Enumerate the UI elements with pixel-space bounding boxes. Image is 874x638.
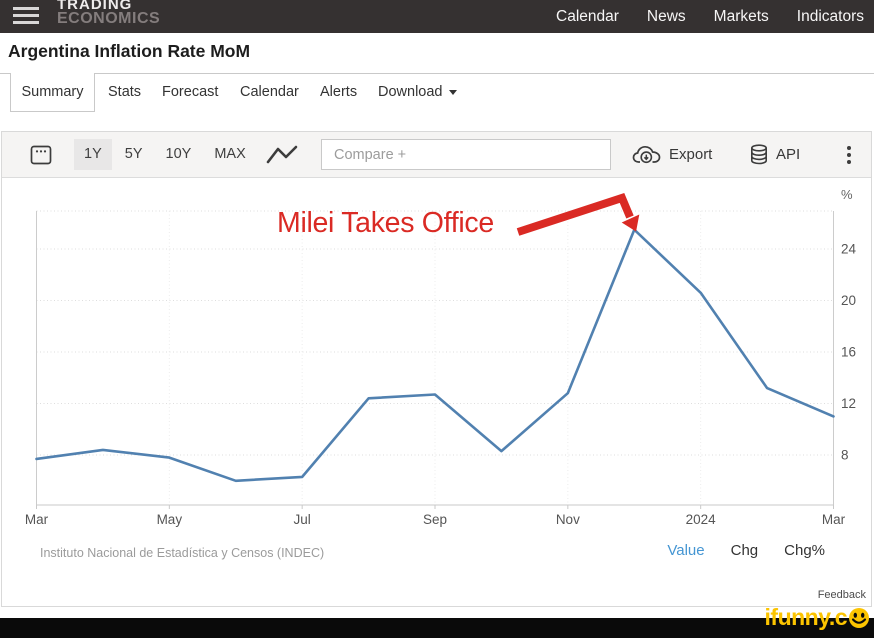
api-label: API	[776, 146, 801, 163]
range-5y-button[interactable]: 5Y	[124, 146, 143, 162]
compare-input[interactable]	[322, 140, 610, 169]
x-axis-label: Jul	[294, 512, 311, 527]
tab-calendar[interactable]: Calendar	[240, 84, 299, 100]
ifunny-logo-text: ifunny.c	[764, 604, 848, 630]
x-axis-label: Mar	[25, 512, 49, 527]
tab-divider	[0, 73, 874, 74]
annotation-text: Milei Takes Office	[277, 207, 494, 239]
range-1y-button[interactable]: 1Y	[74, 139, 112, 170]
x-axis-label: 2024	[686, 512, 717, 527]
compare-field-wrap	[321, 139, 611, 170]
x-axis-label: Sep	[423, 512, 447, 527]
top-nav-bar: TRADING ECONOMICS Calendar News Markets …	[0, 0, 874, 33]
source-attribution: Instituto Nacional de Estadística y Cens…	[40, 546, 325, 560]
calendar-icon	[30, 145, 52, 165]
chart-gridlines	[36, 210, 834, 505]
x-axis-label: May	[157, 512, 183, 527]
tab-alerts[interactable]: Alerts	[320, 84, 358, 100]
legend-chgpct-button[interactable]: Chg%	[784, 542, 825, 559]
trading-economics-logo[interactable]: TRADING ECONOMICS	[57, 0, 161, 27]
legend-chg-button[interactable]: Chg	[730, 542, 759, 559]
logo-line-2: ECONOMICS	[57, 10, 161, 27]
annotation-arrowhead	[621, 214, 640, 232]
y-axis-label: 20	[841, 293, 856, 308]
x-axis-label: Nov	[556, 512, 580, 527]
range-10y-button[interactable]: 10Y	[165, 146, 192, 162]
top-nav-links: Calendar News Markets Indicators	[556, 0, 864, 33]
chart-type-button[interactable]	[263, 142, 301, 168]
tab-stats[interactable]: Stats	[108, 84, 142, 100]
y-axis-label: 16	[841, 345, 856, 360]
x-axis-label: Mar	[822, 512, 846, 527]
value-chg-toggle: Value Chg Chg%	[667, 542, 825, 559]
api-button[interactable]: API	[750, 139, 800, 170]
logo-line-1: TRADING	[57, 0, 133, 13]
nav-item-markets[interactable]: Markets	[713, 7, 769, 25]
database-icon	[751, 144, 767, 165]
range-max-button[interactable]: MAX	[214, 146, 246, 162]
tab-forecast[interactable]: Forecast	[162, 84, 219, 100]
chart-toolbar: 1Y 5Y 10Y MAX Export	[2, 132, 871, 178]
y-axis-label: 8	[841, 448, 849, 463]
nav-item-indicators[interactable]: Indicators	[796, 7, 864, 25]
smiley-icon	[849, 607, 869, 628]
watermark-bar	[0, 618, 874, 638]
y-axis-unit-label: %	[841, 187, 853, 202]
legend-value-button[interactable]: Value	[667, 542, 705, 559]
cloud-download-icon	[632, 145, 661, 164]
chevron-down-icon	[448, 89, 457, 95]
meme-annotation: Milei Takes Office	[277, 193, 640, 239]
chart-axes	[36, 211, 834, 509]
tab-download[interactable]: Download	[378, 73, 457, 112]
more-options-button[interactable]	[838, 138, 860, 171]
chart-panel: 1Y 5Y 10Y MAX Export	[1, 131, 872, 607]
feedback-link[interactable]: Feedback	[817, 589, 866, 601]
y-axis-label: 12	[841, 396, 856, 411]
annotation-arrow	[516, 193, 634, 236]
y-axis-label: 24	[841, 242, 857, 257]
tab-download-label: Download	[378, 84, 443, 100]
page-title: Argentina Inflation Rate MoM	[8, 41, 251, 61]
range-selector: 1Y 5Y 10Y MAX	[74, 139, 259, 170]
kebab-icon	[847, 145, 851, 150]
nav-item-calendar[interactable]: Calendar	[556, 7, 619, 25]
date-range-calendar-button[interactable]	[22, 138, 60, 171]
ifunny-watermark: ifunny.c	[765, 604, 870, 631]
tab-summary[interactable]: Summary	[10, 73, 95, 112]
nav-item-news[interactable]: News	[646, 7, 686, 25]
export-label: Export	[669, 146, 713, 163]
hamburger-menu-icon[interactable]	[13, 3, 40, 25]
export-button[interactable]: Export	[632, 139, 712, 170]
chart-line-series	[35, 228, 835, 483]
line-chart-icon	[266, 145, 298, 164]
